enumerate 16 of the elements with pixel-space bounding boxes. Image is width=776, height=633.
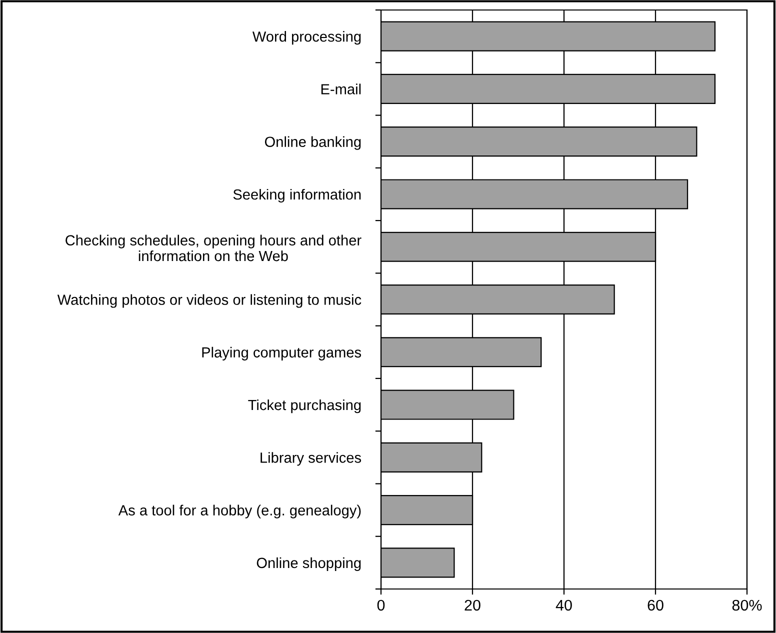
y-tick-label: Playing computer games [202,346,362,360]
x-tick-label: 40 [556,600,572,611]
y-tick-label: Word processing [252,31,361,45]
y-tick-label: Online shopping [256,557,361,571]
y-tick-label: Online banking [264,136,361,150]
x-tick-label: 0 [377,600,385,611]
y-tick-label: Library services [260,452,362,466]
y-tick-label: E-mail [321,84,361,94]
y-tick-label: Checking schedules, opening hours and other information on the Web [66,234,362,262]
y-tick-label: Seeking information [233,188,361,203]
x-tick-label: 60 [648,600,664,611]
y-tick-label: As a tool for a hobby (e.g. genealogy) [118,504,361,518]
x-tick-label: 80% [732,600,762,611]
y-tick-label: Ticket purchasing [248,399,361,414]
x-tick-label: 20 [464,600,480,611]
y-tick-label: Watching photos or videos or listening to music [57,294,362,308]
